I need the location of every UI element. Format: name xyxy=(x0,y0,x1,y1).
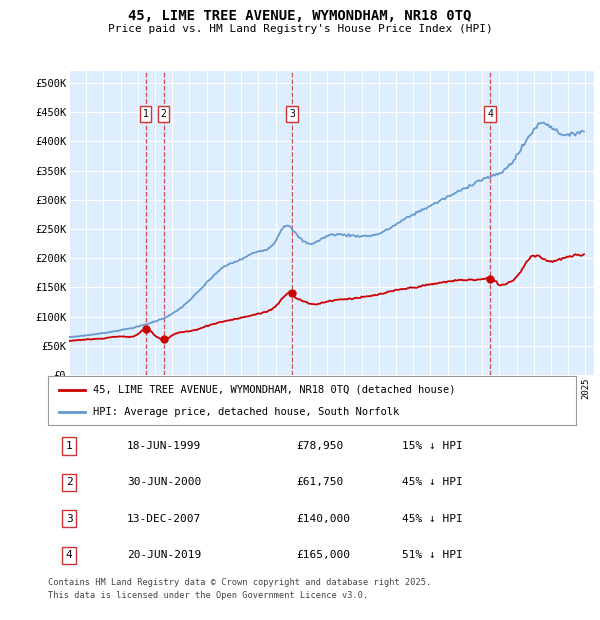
Text: 3: 3 xyxy=(289,109,295,119)
Text: This data is licensed under the Open Government Licence v3.0.: This data is licensed under the Open Gov… xyxy=(48,591,368,601)
Text: 30-JUN-2000: 30-JUN-2000 xyxy=(127,477,202,487)
Text: 4: 4 xyxy=(66,551,73,560)
Text: HPI: Average price, detached house, South Norfolk: HPI: Average price, detached house, Sout… xyxy=(93,407,399,417)
Text: 2: 2 xyxy=(66,477,73,487)
Text: 45% ↓ HPI: 45% ↓ HPI xyxy=(402,514,463,524)
Text: 45% ↓ HPI: 45% ↓ HPI xyxy=(402,477,463,487)
Text: 20-JUN-2019: 20-JUN-2019 xyxy=(127,551,202,560)
Text: £140,000: £140,000 xyxy=(296,514,350,524)
Text: 3: 3 xyxy=(66,514,73,524)
Text: 4: 4 xyxy=(487,109,493,119)
Text: £61,750: £61,750 xyxy=(296,477,343,487)
Text: 15% ↓ HPI: 15% ↓ HPI xyxy=(402,441,463,451)
Text: £165,000: £165,000 xyxy=(296,551,350,560)
Text: 45, LIME TREE AVENUE, WYMONDHAM, NR18 0TQ: 45, LIME TREE AVENUE, WYMONDHAM, NR18 0T… xyxy=(128,9,472,24)
Text: £78,950: £78,950 xyxy=(296,441,343,451)
Text: Contains HM Land Registry data © Crown copyright and database right 2025.: Contains HM Land Registry data © Crown c… xyxy=(48,578,431,587)
Text: 13-DEC-2007: 13-DEC-2007 xyxy=(127,514,202,524)
Text: 1: 1 xyxy=(66,441,73,451)
Text: Price paid vs. HM Land Registry's House Price Index (HPI): Price paid vs. HM Land Registry's House … xyxy=(107,24,493,33)
Text: 2: 2 xyxy=(161,109,167,119)
Text: 51% ↓ HPI: 51% ↓ HPI xyxy=(402,551,463,560)
Text: 1: 1 xyxy=(143,109,149,119)
Text: 45, LIME TREE AVENUE, WYMONDHAM, NR18 0TQ (detached house): 45, LIME TREE AVENUE, WYMONDHAM, NR18 0T… xyxy=(93,385,455,395)
Text: 18-JUN-1999: 18-JUN-1999 xyxy=(127,441,202,451)
